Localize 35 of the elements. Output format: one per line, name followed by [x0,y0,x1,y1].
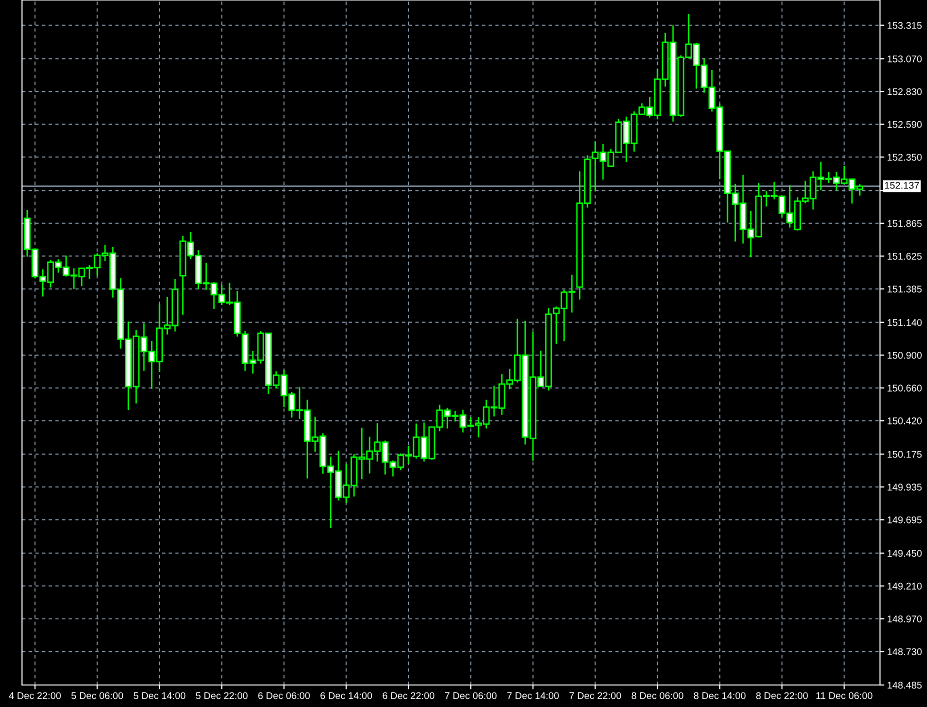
y-tick-label: 149.450 [888,550,922,557]
x-tick-label: 7 Dec 22:00 [570,692,622,700]
y-tick-label: 149.935 [888,484,922,491]
x-tick-label: 6 Dec 14:00 [320,692,372,700]
x-tick-label: 5 Dec 06:00 [71,692,124,700]
x-tick-label: 8 Dec 06:00 [632,692,684,700]
x-tick-label: 11 Dec 06:00 [816,692,872,700]
y-tick-label: 148.485 [888,682,922,689]
y-tick-label: 150.660 [888,384,922,392]
y-tick-label: 149.210 [888,582,922,590]
x-tick-label: 5 Dec 14:00 [134,692,186,700]
y-tick-label: 153.315 [888,22,922,29]
y-tick-label: 150.900 [888,352,922,359]
x-tick-label: 4 Dec 22:00 [9,692,61,700]
x-tick-label: 6 Dec 22:00 [382,692,434,700]
y-tick-label: 152.590 [888,121,922,128]
x-tick-label: 6 Dec 06:00 [258,692,310,700]
y-tick-label: 152.830 [888,88,922,96]
y-tick-label: 150.175 [888,450,922,458]
y-tick-label: 148.730 [888,648,922,656]
y-tick-label: 151.385 [888,286,922,293]
y-tick-label: 148.970 [888,615,922,622]
y-tick-label: 151.140 [888,319,922,326]
x-tick-label: 5 Dec 22:00 [196,692,248,700]
x-tick-label: 7 Dec 14:00 [507,692,559,700]
x-tick-label: 8 Dec 14:00 [694,692,746,700]
x-tick-label: 8 Dec 22:00 [756,692,808,700]
y-tick-label: 149.695 [888,516,922,524]
y-tick-label: 151.625 [888,252,922,260]
y-tick-label: 152.350 [888,154,922,161]
ref-line-label: 152.137 [885,182,919,189]
y-tick-label: 153.070 [888,55,922,62]
y-tick-label: 151.865 [888,220,922,227]
x-tick-label: 7 Dec 06:00 [445,692,497,700]
y-tick-label: 150.420 [888,417,922,424]
